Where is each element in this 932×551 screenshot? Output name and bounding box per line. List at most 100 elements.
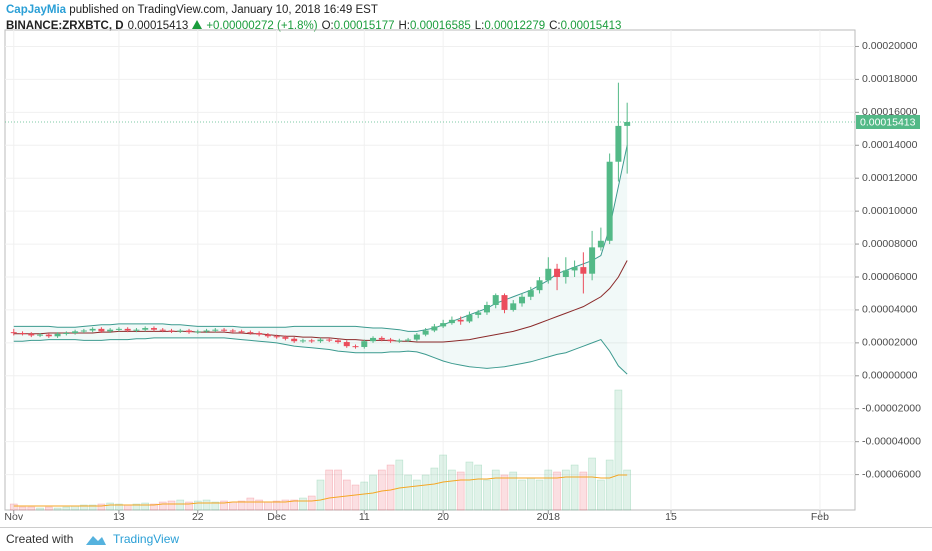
- candle-body: [606, 161, 613, 241]
- volume-bar: [237, 500, 246, 511]
- volume-bar: [334, 469, 342, 511]
- volume-bar: [579, 471, 588, 511]
- candle-body: [168, 330, 175, 332]
- volume-bar: [491, 469, 500, 511]
- last-price-label: 0.00015413: [860, 116, 916, 128]
- grid: [5, 30, 855, 510]
- candle-body: [326, 339, 333, 341]
- candle-body: [562, 270, 569, 277]
- candle-body: [221, 329, 228, 331]
- footer: Created with TradingView: [0, 527, 932, 551]
- volume-bar: [97, 503, 106, 511]
- volume-bar: [413, 479, 421, 511]
- volume-bar: [255, 499, 263, 511]
- bb-lower: [13, 337, 628, 375]
- volume-bar: [185, 501, 193, 511]
- ohlc-value: 0.00015177: [333, 20, 395, 32]
- volume-bar: [465, 461, 474, 511]
- candle-body: [107, 329, 114, 332]
- candle-body: [492, 295, 499, 305]
- x-tick-label: 22: [192, 511, 204, 523]
- volume-bar: [360, 481, 369, 511]
- ohlc-value: 0.00012279: [484, 20, 546, 32]
- candle-body: [273, 336, 280, 338]
- band-fill: [13, 145, 628, 375]
- volume-bar: [544, 469, 553, 511]
- volume-bar: [193, 500, 202, 511]
- candle-body: [19, 332, 26, 334]
- candle-body: [203, 330, 210, 332]
- y-tick-label: -0.00006000: [862, 468, 921, 480]
- candle-body: [405, 339, 412, 341]
- y-tick-label: -0.00002000: [862, 403, 921, 415]
- header: CapJayMia published on TradingView.com, …: [6, 2, 621, 34]
- x-tick-label: 11: [359, 511, 370, 523]
- y-tick-label: 0.00004000: [862, 304, 918, 316]
- author[interactable]: CapJayMia: [6, 4, 67, 16]
- volume-bar: [80, 504, 88, 511]
- volume-bar: [316, 479, 325, 511]
- candle-body: [291, 338, 298, 342]
- volume-bar: [526, 477, 535, 511]
- y-tick-label: -0.00004000: [862, 435, 921, 447]
- published: published on TradingView.com, January 10…: [69, 4, 378, 16]
- volume-bar: [211, 501, 220, 511]
- volume-bar: [45, 506, 53, 511]
- candle-body: [387, 339, 394, 342]
- volume-bar: [202, 499, 211, 511]
- candle-body: [457, 319, 464, 322]
- volume-bar: [448, 469, 456, 511]
- x-tick-label: Dec: [267, 511, 286, 523]
- candle-body: [229, 330, 236, 332]
- candle-body: [256, 332, 263, 335]
- volume-bar: [430, 467, 439, 511]
- candle-body: [133, 329, 140, 331]
- volume-bar: [220, 500, 228, 511]
- volume-bar: [562, 469, 570, 511]
- ohlc-label: L:: [474, 20, 485, 32]
- brand[interactable]: TradingView: [113, 532, 180, 546]
- candle-body: [10, 332, 17, 334]
- y-tick-label: 0.00012000: [862, 172, 918, 184]
- y-tick-label: 0.00018000: [862, 73, 918, 85]
- candle-body: [448, 319, 455, 324]
- candle-body: [431, 326, 438, 331]
- volume-bar: [299, 497, 307, 511]
- volume-bar: [342, 479, 351, 511]
- candle-body: [580, 267, 587, 274]
- volume-bar: [483, 479, 491, 511]
- candle-body: [194, 331, 201, 333]
- candle-body: [527, 290, 534, 297]
- y-tick-label: 0.00020000: [862, 40, 918, 52]
- volume-bar: [272, 500, 281, 511]
- header-line: CapJayMia published on TradingView.com, …: [6, 2, 621, 18]
- last-price-box: [856, 114, 920, 129]
- y-tick-label: 0.00008000: [862, 238, 918, 250]
- volume-bar: [570, 464, 579, 511]
- volume-bar: [474, 464, 482, 511]
- ohlc-label: H:: [398, 20, 411, 32]
- candle-body: [483, 304, 490, 313]
- x-tick-label: 20: [437, 511, 449, 523]
- chart: 0.000200000.000180000.000160000.00014000…: [4, 29, 921, 523]
- ohlc-label: C:: [549, 20, 561, 32]
- candle-body: [212, 329, 219, 331]
- change: +0.00000272 (+1.8%): [206, 20, 318, 32]
- volume-bar: [614, 389, 623, 511]
- ohlc: O:0.00015177 H:0.00016585 L:0.00012279 C:0.…: [318, 20, 622, 32]
- volume-bar: [378, 469, 386, 511]
- y-tick-label: 0.00000000: [862, 370, 918, 382]
- volume-bar: [605, 459, 614, 511]
- volume-bar: [71, 505, 79, 511]
- volume-bar: [509, 471, 518, 511]
- volume-bar: [421, 474, 430, 511]
- candle-body: [37, 334, 44, 336]
- candle-body: [238, 331, 245, 333]
- tv-logo: [86, 536, 106, 545]
- volume-bar: [62, 506, 71, 511]
- volume-bar: [404, 474, 412, 511]
- volume-bar: [246, 497, 255, 511]
- x-tick-label: 15: [665, 511, 677, 523]
- candle-body: [361, 341, 368, 347]
- candle-body: [352, 346, 359, 348]
